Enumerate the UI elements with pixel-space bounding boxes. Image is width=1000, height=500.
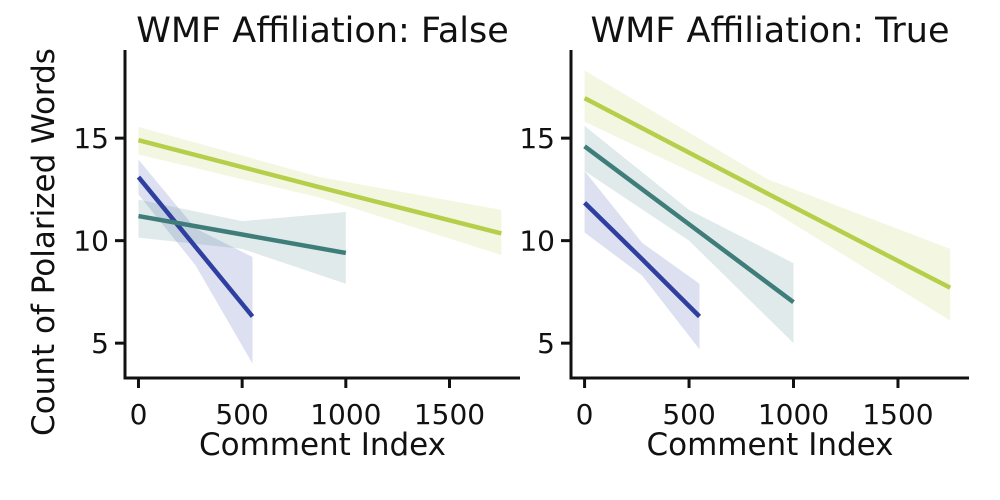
subplot-title-true: WMF Affiliation: True [590, 11, 950, 51]
subplot-0-regression-line-teal-group [138, 213, 347, 256]
subplot-0-x-tick-label: 500 [215, 398, 268, 431]
subplot-0-ci-band-teal-group [138, 199, 346, 284]
subplot-1-x-tick-label: 0 [576, 398, 594, 431]
subplot-0-y-tick-label: 5 [91, 327, 109, 360]
x-axis-label-right: Comment Index [646, 427, 894, 463]
subplot-0-x-tick-label: 0 [130, 398, 148, 431]
subplot-1-y-tick-label: 5 [537, 327, 555, 360]
subplot-title-false: WMF Affiliation: False [136, 11, 509, 51]
subplot-0-x-tick-label: 1500 [414, 398, 485, 431]
subplot-1-y-tick-label: 15 [519, 122, 555, 155]
subplot-0-y-tick-label: 10 [73, 225, 109, 258]
y-axis-label: Count of Polarized Words [25, 48, 62, 436]
subplot-1-y-tick-label: 10 [519, 225, 555, 258]
subplot-1-x-tick-label: 1000 [758, 398, 829, 431]
x-axis-label-left: Comment Index [198, 427, 447, 463]
subplot-1-regression-line-yellow-green-group [583, 96, 952, 290]
subplot-0-regression-line-dark-blue-group [136, 175, 255, 318]
subplot-0-regression-line-yellow-green-group [137, 138, 502, 236]
subplot-0-ci-band-dark-blue-group [138, 159, 253, 364]
subplot-0-ci-band-yellow-green-group [138, 126, 502, 255]
subplot-0-y-tick-label: 15 [73, 122, 109, 155]
subplot-0-x-tick-label: 1000 [310, 398, 381, 431]
subplot-1-x-tick-label: 1500 [862, 398, 933, 431]
subplot-1-x-tick-label: 500 [662, 398, 715, 431]
subplot-1-ci-band-teal-group [584, 125, 794, 344]
subplot-1-regression-line-teal-group [583, 144, 795, 304]
subplot-1-regression-line-dark-blue-group [583, 201, 702, 319]
